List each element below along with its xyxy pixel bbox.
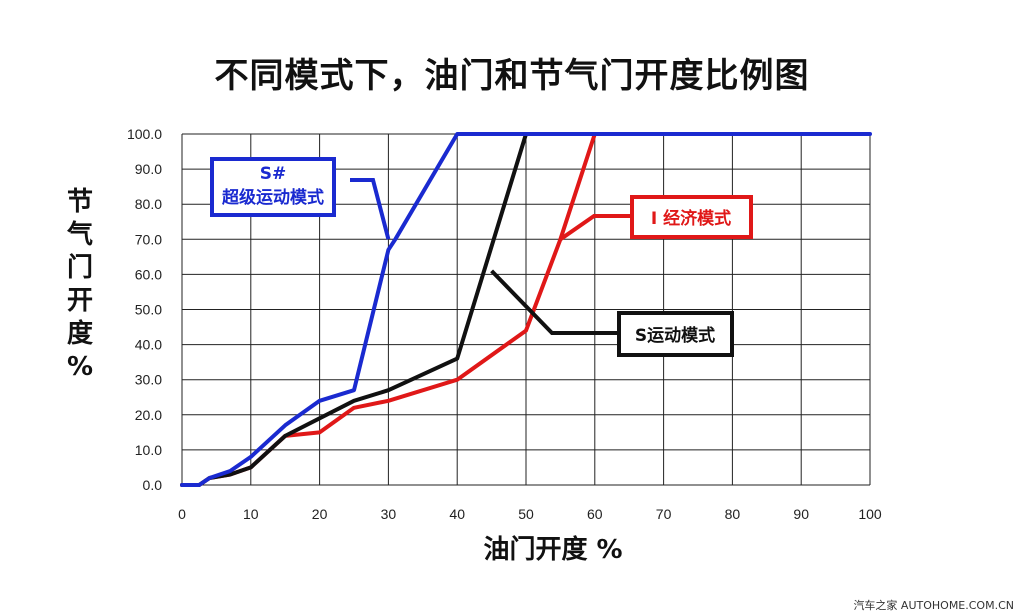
x-tick-label: 40 bbox=[449, 506, 465, 522]
y-tick-label: 100.0 bbox=[127, 126, 162, 142]
callout-box bbox=[630, 195, 753, 239]
y-tick-label: 40.0 bbox=[135, 337, 162, 353]
x-tick-label: 60 bbox=[587, 506, 603, 522]
callout-label: 超级运动模式 bbox=[222, 187, 324, 208]
y-tick-label: 30.0 bbox=[135, 372, 162, 388]
y-axis-label-char: % bbox=[67, 352, 93, 382]
y-axis-label-char: 门 bbox=[67, 253, 93, 283]
callout-label: S运动模式 bbox=[635, 325, 715, 346]
y-tick-label: 80.0 bbox=[135, 196, 162, 212]
watermark: 汽车之家 AUTOHOME.COM.CN bbox=[853, 599, 1014, 612]
y-axis-label-char: 气 bbox=[66, 219, 93, 250]
series-line bbox=[180, 132, 872, 487]
x-tick-label: 20 bbox=[312, 506, 328, 522]
callout-label: I 经济模式 bbox=[651, 208, 731, 229]
x-tick-label: 70 bbox=[656, 506, 672, 522]
x-tick-label: 80 bbox=[725, 506, 741, 522]
callout-box bbox=[617, 311, 734, 357]
y-axis-label-char: 开 bbox=[67, 286, 93, 316]
callouts: S# 超级运动模式 S运动模式 I 经济模式 bbox=[210, 157, 753, 357]
callout-pointer bbox=[490, 269, 617, 335]
y-tick-label: 70.0 bbox=[135, 231, 162, 247]
x-tick-label: 0 bbox=[178, 506, 186, 522]
tick-labels: 0 10 20 30 40 50 60 70 80 90 100 0.0 10.0 20.0 30.0 40.… bbox=[127, 126, 882, 522]
x-tick-label: 90 bbox=[793, 506, 809, 522]
y-tick-label: 0.0 bbox=[143, 477, 163, 493]
callout-pointer bbox=[559, 214, 630, 241]
y-axis-label-char: 度 bbox=[67, 318, 93, 349]
y-tick-label: 50.0 bbox=[135, 302, 162, 318]
y-tick-label: 90.0 bbox=[135, 161, 162, 177]
y-tick-label: 10.0 bbox=[135, 442, 162, 458]
x-axis-label: 油门开度 % bbox=[483, 534, 622, 565]
x-tick-label: 10 bbox=[243, 506, 259, 522]
y-axis-label: 节气门开度% bbox=[66, 187, 93, 382]
x-tick-label: 100 bbox=[858, 506, 882, 522]
callout-box bbox=[210, 157, 336, 217]
y-tick-label: 60.0 bbox=[135, 266, 162, 282]
callout-label: S# bbox=[260, 164, 287, 184]
x-tick-label: 30 bbox=[381, 506, 397, 522]
y-tick-label: 20.0 bbox=[135, 407, 162, 423]
y-axis-label-char: 节 bbox=[67, 187, 93, 217]
chart-title: 不同模式下，油门和节气门开度比例图 bbox=[214, 56, 810, 96]
callout-pointer bbox=[350, 178, 391, 240]
x-tick-label: 50 bbox=[518, 506, 534, 522]
series-lines bbox=[180, 132, 872, 487]
